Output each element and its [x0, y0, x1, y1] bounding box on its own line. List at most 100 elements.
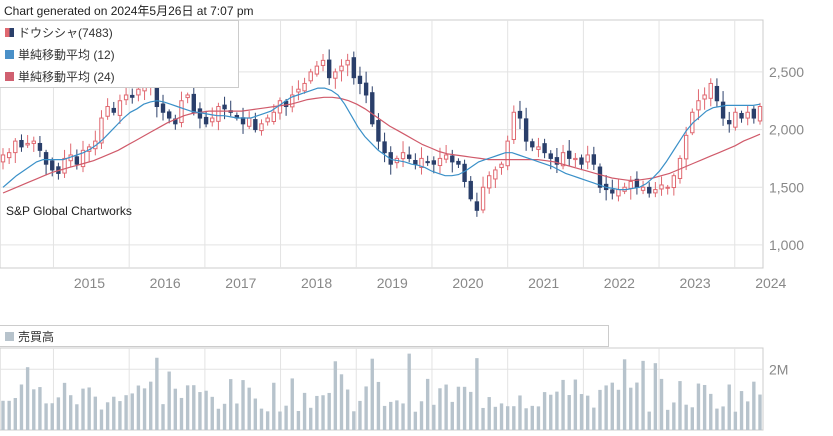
legend-label-ma12: 単純移動平均 (12) — [18, 47, 115, 62]
candle-body — [708, 82, 713, 99]
year-tick-label: 2022 — [604, 275, 635, 291]
volume-bar — [413, 411, 418, 430]
volume-bar — [345, 389, 350, 430]
candle-body — [191, 93, 196, 113]
volume-bar — [284, 405, 288, 430]
volume-bar — [518, 395, 522, 430]
volume-bar — [598, 389, 602, 430]
volume-tick-label: 2M — [769, 361, 788, 377]
volume-bar — [32, 389, 36, 430]
volume-label-text: 売買高 — [18, 329, 55, 344]
candle-body — [333, 71, 338, 79]
volume-bar — [549, 394, 553, 430]
volume-bar — [505, 406, 510, 430]
candle-body — [363, 82, 369, 96]
candle-body — [382, 141, 387, 154]
candle-body — [597, 166, 603, 188]
candle-body — [610, 189, 615, 194]
candle-body — [130, 94, 135, 98]
volume-bar — [389, 401, 393, 430]
volume-bar — [647, 411, 651, 430]
volume-bar — [499, 403, 504, 430]
volume-bar — [696, 383, 701, 430]
candle-body — [308, 71, 313, 82]
volume-bar — [432, 404, 436, 430]
volume-bar — [364, 386, 368, 430]
volume-bar — [161, 404, 165, 430]
candle-body — [511, 111, 517, 141]
candle-body — [443, 154, 449, 160]
volume-bar — [530, 405, 534, 430]
volume-swatch-icon — [5, 331, 14, 341]
legend-label-price: ドウシシャ(7483) — [18, 25, 113, 40]
candle-body — [720, 101, 726, 119]
candle-body — [523, 118, 529, 142]
volume-bar — [419, 401, 424, 430]
candle-body — [259, 123, 264, 132]
year-tick-label: 2018 — [301, 275, 332, 291]
candle-body — [431, 160, 437, 165]
volume-bar — [739, 391, 744, 430]
candle-body — [345, 59, 350, 66]
candle-body — [99, 117, 104, 144]
candle-body — [203, 116, 209, 125]
ma12-line — [2, 87, 761, 191]
chart-generated-header: Chart generated on 2024年5月26日 at 7:07 pm — [4, 4, 254, 18]
volume-bar — [112, 396, 116, 430]
candle-body — [117, 100, 123, 116]
candle-body — [160, 103, 166, 113]
candle-body — [74, 156, 80, 165]
candle-body — [419, 157, 424, 168]
candle-body — [31, 140, 36, 144]
volume-bar — [684, 404, 688, 430]
volume-bar — [567, 395, 571, 430]
volume-bar — [585, 395, 590, 430]
candle-body — [745, 111, 750, 119]
volume-bar — [44, 403, 48, 430]
legend-item-ma12: 単純移動平均 (12) — [0, 43, 238, 65]
candle-body — [487, 175, 492, 189]
price-tick-label: 2,000 — [769, 122, 804, 138]
volume-bar — [395, 400, 399, 430]
candle-body — [296, 88, 301, 93]
volume-bar — [19, 384, 24, 430]
volume-bar — [579, 394, 584, 430]
candle-body — [493, 169, 498, 180]
candle-body — [671, 175, 677, 189]
candle-body — [37, 142, 43, 151]
volume-bar — [407, 353, 411, 430]
candle-body — [480, 186, 486, 211]
candle-body — [530, 141, 535, 148]
volume-bar — [493, 406, 498, 430]
volume-bar — [99, 409, 104, 430]
volume-bar — [487, 397, 491, 430]
volume-bar — [573, 379, 578, 430]
candle-body — [425, 161, 430, 164]
candle-body — [628, 180, 633, 189]
candle-body — [50, 160, 55, 171]
year-tick-label: 2023 — [679, 275, 710, 291]
volume-bar — [616, 389, 621, 430]
volume-bar — [542, 392, 547, 430]
candle-body — [505, 140, 510, 167]
candle-body — [560, 152, 566, 167]
volume-bar — [149, 381, 153, 430]
price-tick-label: 1,500 — [769, 179, 804, 195]
volume-bar — [752, 381, 756, 430]
volume-bar — [105, 402, 110, 430]
volume-bar — [659, 378, 664, 430]
volume-bar — [136, 385, 141, 430]
volume-bar — [25, 367, 30, 430]
candle-body — [62, 157, 67, 174]
volume-bar — [481, 407, 485, 430]
candle-body — [314, 65, 320, 75]
volume-bar — [709, 393, 713, 430]
year-tick-label: 2024 — [755, 275, 786, 291]
candle-body — [462, 163, 467, 182]
candle-body — [437, 157, 443, 167]
ma24-swatch-icon — [5, 71, 14, 81]
volume-bar — [309, 407, 313, 430]
volume-bar — [604, 385, 608, 430]
volume-bar — [229, 379, 233, 430]
volume-bar — [62, 382, 67, 430]
